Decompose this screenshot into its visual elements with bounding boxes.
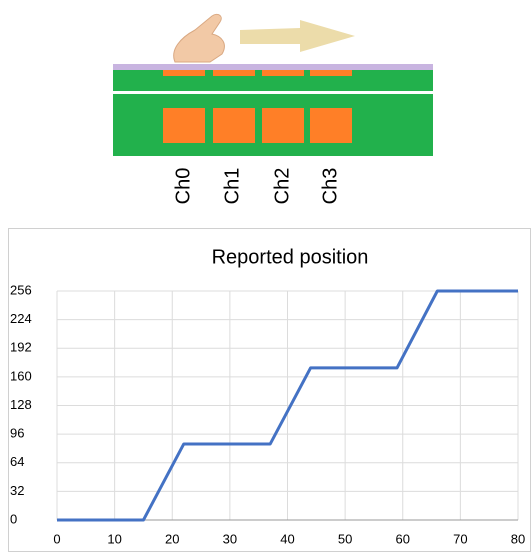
pad xyxy=(213,108,255,143)
x-tick-label: 60 xyxy=(396,531,410,546)
finger xyxy=(173,13,225,63)
pads xyxy=(163,70,352,143)
y-tick-label: 64 xyxy=(10,454,24,469)
y-tick-label: 32 xyxy=(10,483,24,498)
pad xyxy=(163,70,205,76)
arrow xyxy=(240,20,355,52)
chart-frame xyxy=(8,228,531,552)
pad xyxy=(213,70,255,76)
x-tick-label: 40 xyxy=(280,531,294,546)
overlay xyxy=(113,64,433,70)
separator xyxy=(113,91,433,94)
pad xyxy=(163,108,205,143)
line xyxy=(57,289,518,522)
y-tick-label: 160 xyxy=(10,368,32,383)
sensor-diagram: Ch0 Ch1 Ch2 Ch3 xyxy=(113,13,433,205)
channel-label: Ch1 xyxy=(221,168,243,205)
y-tick-label: 224 xyxy=(10,311,32,326)
y-tick-label: 192 xyxy=(10,340,32,355)
channel-label: Ch2 xyxy=(271,168,293,205)
pad xyxy=(310,108,352,143)
x-tick-label: 70 xyxy=(453,531,467,546)
x-tick-label: 20 xyxy=(165,531,179,546)
pad xyxy=(262,70,304,76)
pad xyxy=(262,108,304,143)
channel-label: Ch3 xyxy=(319,168,341,205)
pad xyxy=(310,70,352,76)
x-tick-label: 50 xyxy=(338,531,352,546)
x-tick-label: 80 xyxy=(511,531,525,546)
x-tick-label: 0 xyxy=(53,531,60,546)
x-tick-label: 10 xyxy=(107,531,121,546)
channel-label: Ch0 xyxy=(172,168,194,205)
x-tick-label: 30 xyxy=(223,531,237,546)
chart-title: Reported position xyxy=(212,246,369,268)
y-tick-label: 0 xyxy=(10,511,17,526)
y-tick-label: 256 xyxy=(10,282,32,297)
y-tick-label: 96 xyxy=(10,426,24,441)
y-tick-label: 128 xyxy=(10,397,32,412)
